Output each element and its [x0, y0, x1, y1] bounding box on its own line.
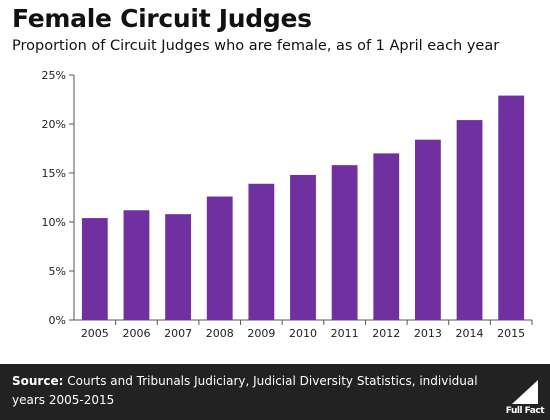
x-tick-label: 2007 — [164, 327, 192, 340]
x-tick-label: 2015 — [497, 327, 525, 340]
x-tick-label: 2014 — [456, 327, 484, 340]
logo-mark-icon — [512, 380, 538, 404]
bar — [123, 210, 150, 320]
y-tick-label: 15% — [42, 167, 66, 180]
bar — [248, 183, 275, 320]
logo-text: Full Fact — [505, 406, 545, 416]
bar — [456, 120, 483, 320]
x-tick-label: 2005 — [81, 327, 109, 340]
source-label: Source: — [12, 374, 64, 388]
bar-chart: 0% 5% 10% 15% 20% 25% 2005 2006 2007 2008 2009 2010… — [42, 69, 533, 340]
source-note: Source: Courts and Tribunals Judiciary, … — [12, 372, 482, 410]
full-fact-logo: Full Fact — [498, 376, 545, 416]
x-tick-label: 2009 — [247, 327, 275, 340]
x-tick-label: 2008 — [206, 327, 234, 340]
x-tick-label: 2012 — [372, 327, 400, 340]
y-tick-label: 10% — [42, 216, 66, 229]
bar — [206, 196, 233, 320]
x-tick-label: 2013 — [414, 327, 442, 340]
bar — [331, 165, 358, 320]
page-title: Female Circuit Judges — [12, 4, 312, 33]
footer: Source: Courts and Tribunals Judiciary, … — [0, 364, 550, 420]
bar — [498, 95, 525, 320]
bar — [81, 218, 108, 320]
x-tick-label: 2006 — [122, 327, 150, 340]
x-tick-label: 2011 — [331, 327, 359, 340]
y-tick-label: 20% — [42, 118, 66, 131]
bar — [373, 153, 400, 320]
page-subtitle: Proportion of Circuit Judges who are fem… — [12, 38, 500, 54]
y-tick-label: 5% — [49, 265, 66, 278]
bar — [415, 139, 441, 320]
source-text: Courts and Tribunals Judiciary, Judicial… — [12, 374, 478, 407]
bar — [165, 214, 191, 320]
x-tick-label: 2010 — [289, 327, 317, 340]
y-tick-label: 25% — [42, 69, 66, 82]
y-tick-label: 0% — [49, 314, 66, 327]
bar — [290, 174, 316, 320]
